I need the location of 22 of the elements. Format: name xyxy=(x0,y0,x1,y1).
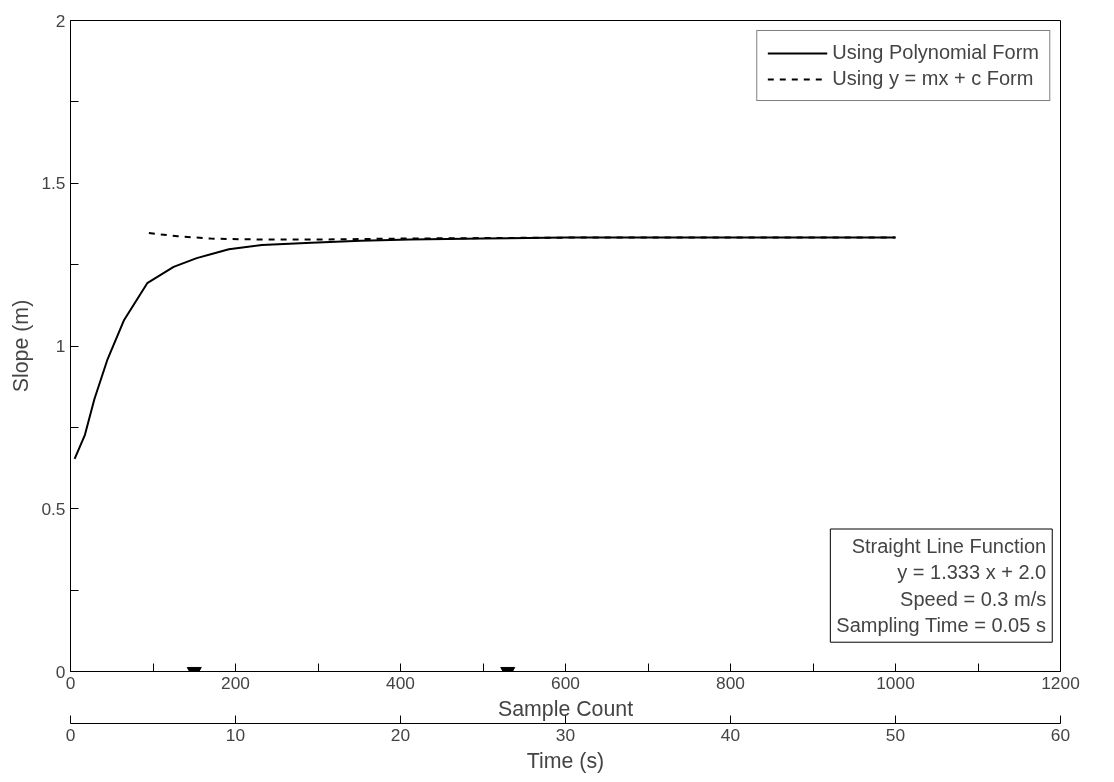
y-tick-label: 2 xyxy=(55,10,66,31)
annotation: Straight Line Function y = 1.333 x + 2.0 Speed = 0.3 m/s Sampling Time = 0.05 s xyxy=(836,535,1047,637)
x-tick-label: 1200 xyxy=(1041,672,1080,693)
x-tick-label: 200 xyxy=(221,672,250,693)
x-tick-label: 1000 xyxy=(876,672,915,693)
x2-tick-label: 20 xyxy=(390,724,411,745)
y-tick-label: 1 xyxy=(55,336,66,356)
x2-tick-label: 50 xyxy=(885,724,906,745)
x2-axis-title: Time (s) xyxy=(526,748,605,773)
legend-label: Using y = mx + c Form xyxy=(832,67,1034,90)
x2-tick-label: 30 xyxy=(555,724,576,745)
x-tick-label: 800 xyxy=(716,672,745,693)
x-axis-title: Sample Count xyxy=(497,696,634,721)
x2-tick-label: 10 xyxy=(225,724,246,745)
x2-tick-label: 60 xyxy=(1050,724,1071,745)
legend-label: Using Polynomial Form xyxy=(832,41,1039,64)
y-tick-label: 1.5 xyxy=(41,173,66,194)
x-tick-label: 600 xyxy=(551,672,580,693)
x2-tick-label: 40 xyxy=(720,724,741,745)
y-tick-label: 0.5 xyxy=(41,498,66,519)
x-tick-label: 400 xyxy=(386,672,415,693)
y-axis-title: Slope (m) xyxy=(9,299,34,393)
